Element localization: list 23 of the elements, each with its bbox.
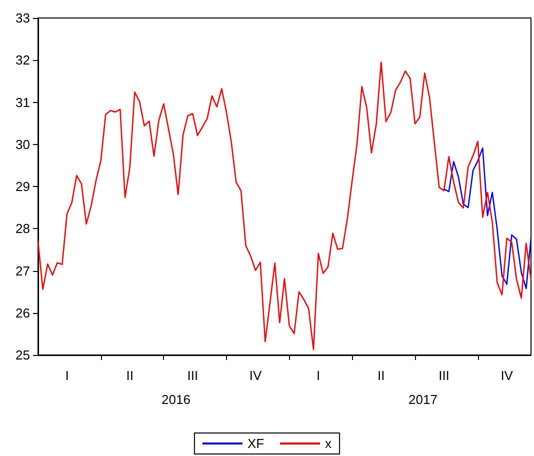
text: 2017	[408, 392, 438, 407]
y-tick-label: 33	[16, 10, 30, 26]
x-tick-label: III	[187, 368, 198, 383]
x-tick-label: I	[316, 368, 320, 383]
x-tick-label: I	[65, 368, 69, 383]
y-tick-label: 26	[16, 305, 30, 320]
x-tick-label: IV	[249, 368, 262, 383]
y-tick-label: 30	[16, 136, 30, 152]
line-series	[443, 148, 532, 290]
y-tick-label: 32	[16, 52, 30, 68]
legend-label: x	[325, 436, 332, 451]
text: 2016	[162, 392, 190, 407]
y-tick-label: 25	[16, 348, 30, 362]
y-tick-label: 31	[16, 94, 30, 110]
y-tick-label: 27	[16, 263, 30, 278]
x-tick-label: III	[438, 368, 450, 383]
x-tick-label: II	[378, 368, 385, 383]
line-series	[37, 62, 532, 350]
y-tick-label: 29	[16, 179, 30, 194]
y-tick-label: 28	[16, 221, 30, 236]
x-tick-label: IV	[500, 368, 514, 383]
legend-label: XF	[247, 436, 264, 451]
x-tick-label: II	[126, 368, 134, 383]
